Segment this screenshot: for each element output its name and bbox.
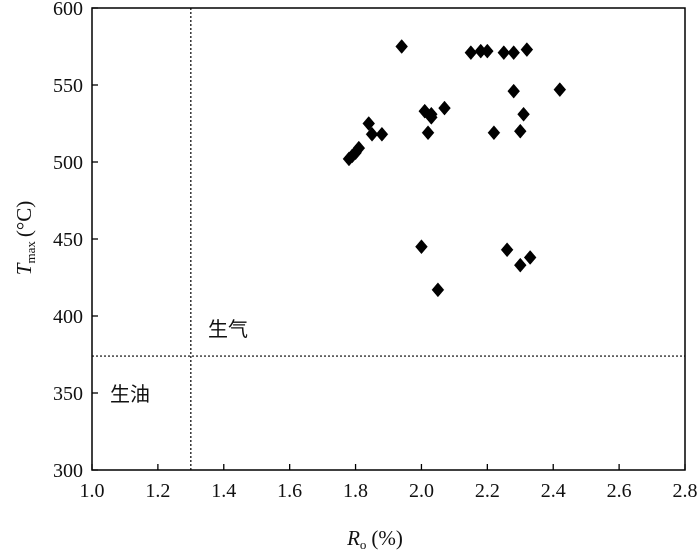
data-point — [507, 83, 520, 99]
y-tick-label: 300 — [53, 460, 83, 482]
x-axis-label: Ro (%) — [346, 526, 403, 552]
data-point — [517, 106, 530, 122]
x-axis-ticks — [91, 464, 686, 470]
y-axis-unit: (°C) — [12, 201, 36, 237]
region-label-oil: 生油 — [110, 382, 150, 406]
data-point — [425, 109, 438, 125]
x-tick-label: 2.0 — [409, 480, 434, 502]
x-axis-subscript: o — [360, 537, 367, 552]
x-tick-label: 2.2 — [475, 480, 500, 502]
data-point — [438, 100, 451, 116]
data-point — [500, 242, 514, 258]
y-tick-label: 550 — [53, 75, 83, 97]
x-tick-label: 2.6 — [607, 480, 632, 502]
data-point — [352, 140, 366, 156]
x-axis-symbol: R — [346, 526, 360, 550]
plot-frame — [91, 7, 686, 471]
data-point — [375, 126, 389, 142]
data-point — [520, 42, 534, 57]
x-tick-label: 2.8 — [673, 480, 698, 502]
y-axis-ticks — [92, 7, 98, 471]
x-tick-label: 1.8 — [343, 480, 368, 502]
data-point — [481, 43, 494, 59]
y-axis-label: Tmax (°C) — [12, 201, 38, 275]
y-tick-label: 500 — [53, 152, 83, 174]
data-points — [342, 39, 567, 298]
data-point — [497, 45, 511, 61]
data-point — [513, 123, 527, 139]
data-point — [415, 239, 428, 255]
data-point — [553, 82, 567, 98]
data-point — [487, 125, 501, 141]
data-point — [421, 125, 435, 141]
data-point — [507, 45, 520, 61]
data-point — [365, 126, 379, 142]
y-tick-label: 600 — [53, 0, 83, 20]
y-tick-label: 350 — [53, 383, 83, 405]
data-point — [431, 282, 445, 298]
x-axis-unit: (%) — [371, 526, 402, 550]
x-tick-label: 1.2 — [145, 480, 170, 502]
data-point — [464, 45, 478, 61]
reference-lines — [92, 8, 685, 470]
y-tick-label: 400 — [53, 306, 83, 328]
x-tick-label: 1.6 — [277, 480, 302, 502]
x-tick-label: 2.4 — [541, 480, 566, 502]
x-tick-label: 1.4 — [211, 480, 236, 502]
x-tick-label: 1.0 — [80, 480, 105, 502]
y-axis-subscript: max — [23, 241, 38, 264]
y-axis-tick-labels: 300 350 400 450 500 550 600 — [53, 0, 83, 482]
data-point — [513, 257, 527, 273]
y-axis-symbol: T — [12, 262, 36, 275]
data-point — [523, 250, 537, 265]
data-point — [395, 39, 408, 54]
region-label-gas: 生气 — [208, 317, 248, 341]
y-tick-label: 450 — [53, 229, 83, 251]
data-point — [362, 116, 376, 131]
x-axis-tick-labels: 1.0 1.2 1.4 1.6 1.8 2.0 2.2 2.4 2.6 2.8 — [80, 480, 698, 502]
